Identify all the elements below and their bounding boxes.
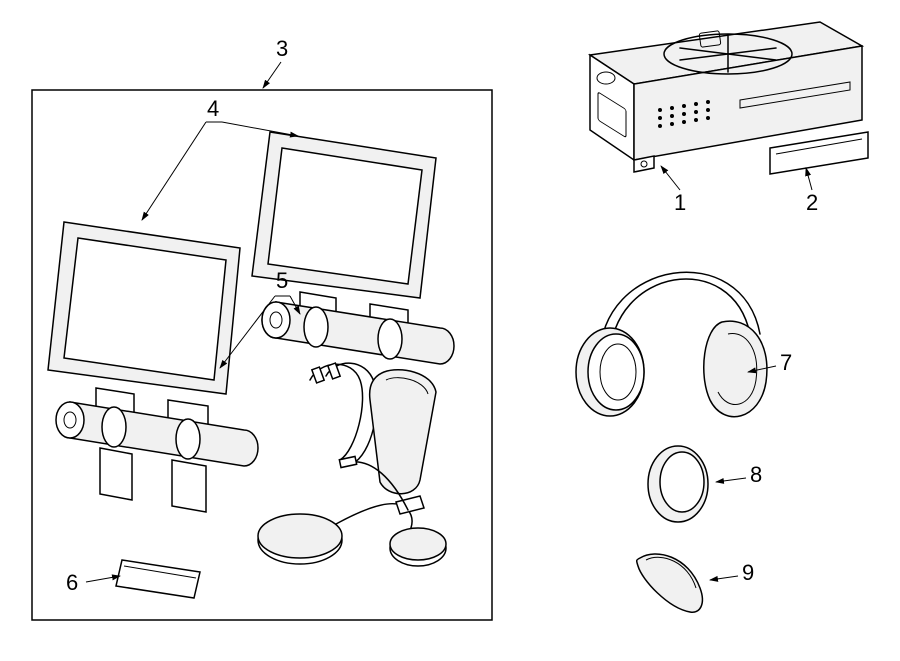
headrest-monitor-left: [48, 222, 258, 512]
remote-control: [370, 370, 436, 494]
headband-pad: [637, 554, 703, 612]
callout-5-label: 5: [276, 268, 288, 293]
parts-diagram: 1 2 3 4 5 6 7 8 9: [0, 0, 900, 661]
ear-cushion: [648, 446, 708, 522]
wireless-headphones: [576, 272, 767, 416]
remote-card: [116, 560, 200, 598]
callout-2-label: 2: [806, 190, 818, 215]
headrest-monitor-right: [252, 132, 454, 364]
faceplate-cover: [770, 132, 868, 174]
av-cables: [310, 363, 377, 464]
callout-3-label: 3: [276, 36, 288, 61]
callout-6-label: 6: [66, 570, 78, 595]
callout-7-label: 7: [780, 350, 792, 375]
callout-4-label: 4: [207, 96, 219, 121]
callout-1-label: 1: [674, 190, 686, 215]
callout-9-label: 9: [742, 560, 754, 585]
callout-8-label: 8: [750, 462, 762, 487]
